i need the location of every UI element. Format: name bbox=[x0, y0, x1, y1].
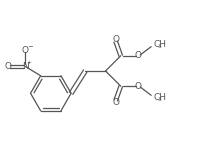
Text: 3: 3 bbox=[157, 97, 161, 102]
Text: CH: CH bbox=[152, 40, 165, 49]
Text: −: − bbox=[27, 44, 32, 50]
Text: O: O bbox=[112, 98, 119, 107]
Text: O: O bbox=[134, 82, 141, 91]
Text: O: O bbox=[22, 46, 29, 55]
Text: CH: CH bbox=[152, 93, 165, 102]
Text: N: N bbox=[22, 62, 29, 71]
Text: +: + bbox=[27, 60, 32, 65]
Text: O: O bbox=[5, 62, 12, 71]
Text: O: O bbox=[112, 35, 119, 44]
Text: O: O bbox=[134, 51, 141, 60]
Text: 3: 3 bbox=[157, 44, 161, 49]
